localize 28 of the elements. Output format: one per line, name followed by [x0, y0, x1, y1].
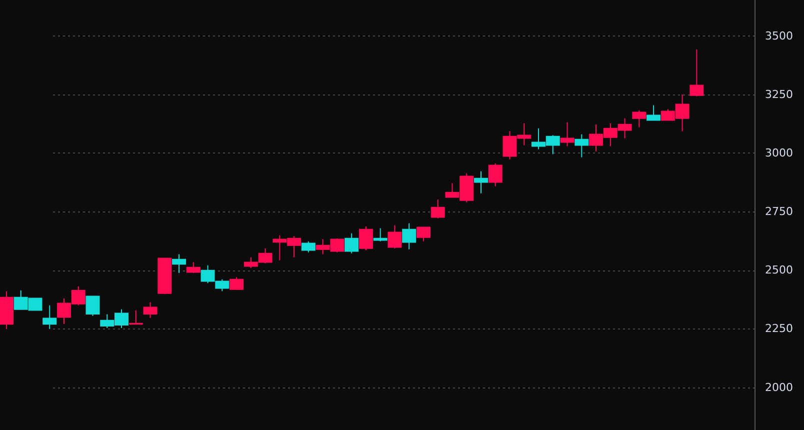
y-tick-label: 2250: [765, 322, 793, 336]
y-tick-label: 3250: [765, 88, 793, 101]
y-tick-label: 2500: [765, 264, 793, 277]
y-tick-label: 3500: [765, 29, 793, 42]
candlestick: [301, 240, 316, 253]
y-tick-label: 3000: [765, 146, 793, 160]
candlestick: [632, 110, 646, 128]
candlestick: [86, 296, 100, 316]
candlestick: [186, 262, 200, 274]
candlestick: [143, 302, 158, 318]
y-tick-label: 2000: [765, 380, 793, 394]
candlestick: [358, 226, 373, 251]
candlestick: [128, 310, 143, 325]
candlestick: [402, 222, 416, 250]
candlestick: [42, 304, 57, 330]
candlestick: [690, 48, 704, 97]
y-tick-label: 2750: [765, 205, 793, 218]
candlestick: [344, 232, 359, 254]
candlestick: [230, 276, 244, 290]
candlestick: [474, 170, 488, 194]
candlestick: [172, 254, 186, 274]
candlestick: [574, 134, 589, 158]
candlestick: [560, 122, 574, 147]
candlestick: [416, 226, 430, 242]
candlestick: [388, 224, 402, 249]
candlestick: [646, 104, 661, 121]
candlestick: [488, 162, 502, 187]
candlestick: [430, 198, 445, 219]
